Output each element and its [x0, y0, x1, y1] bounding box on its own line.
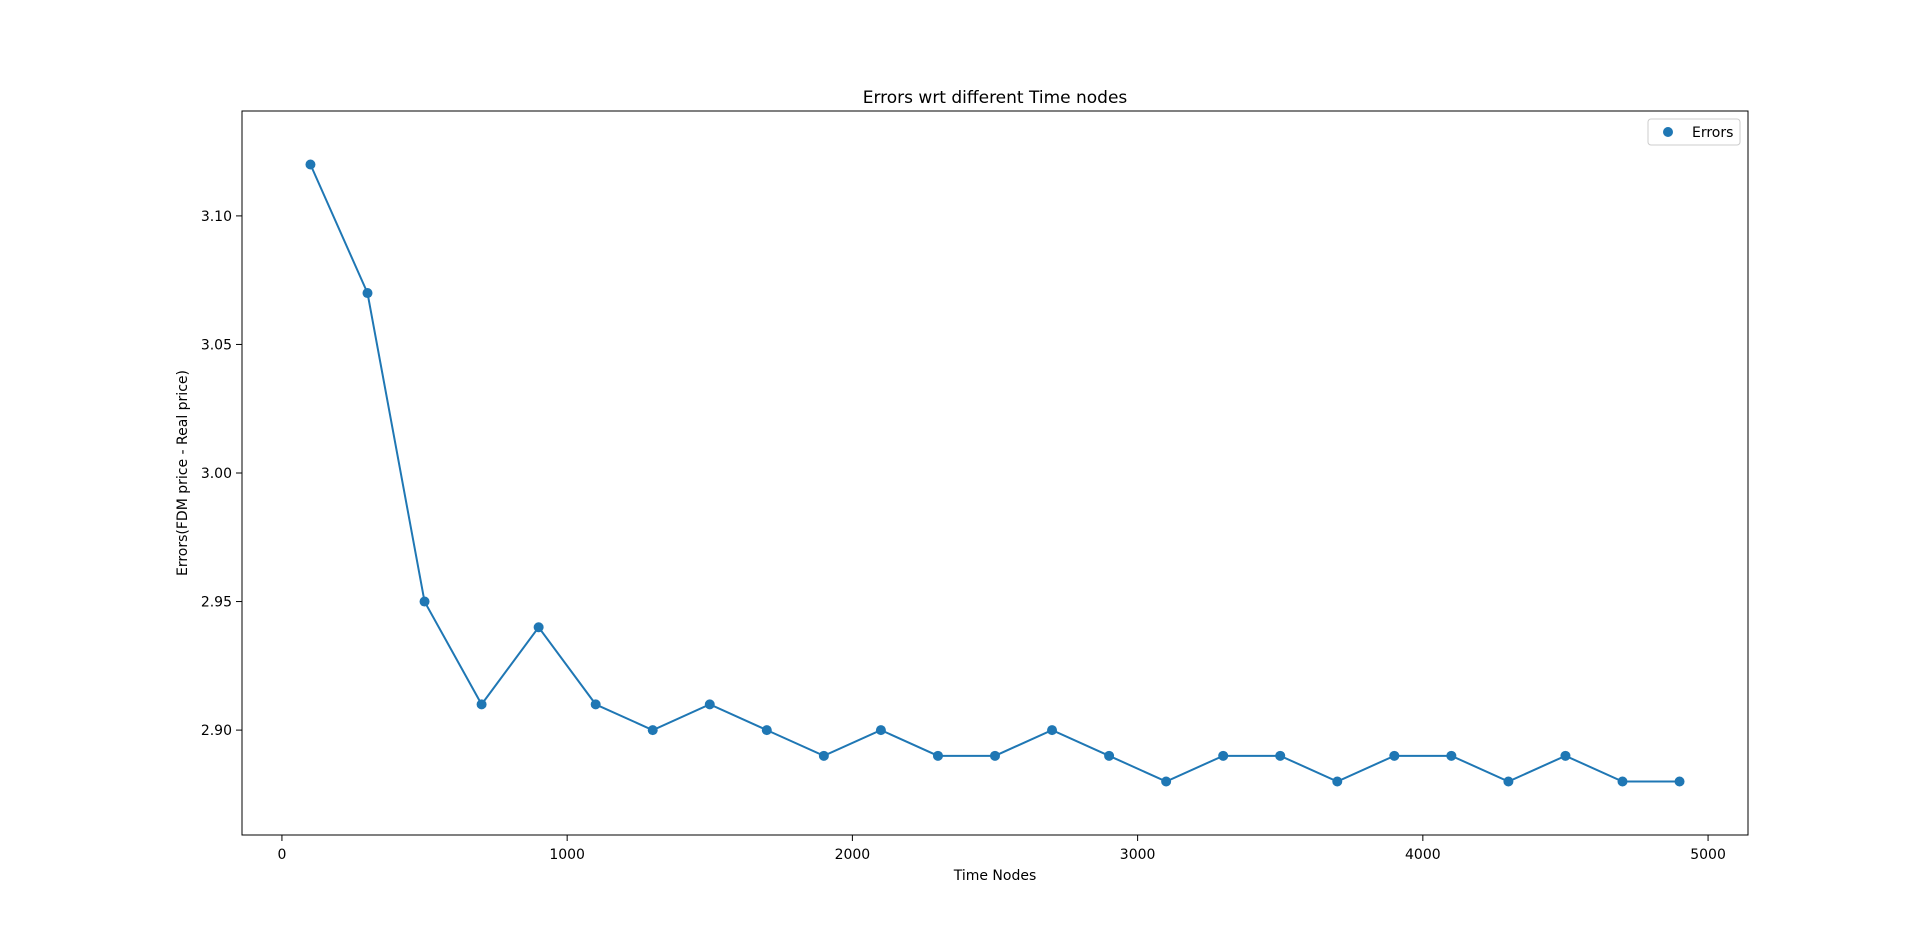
data-point	[818, 750, 829, 761]
data-point	[1161, 776, 1172, 787]
y-tick-label: 2.90	[201, 723, 232, 739]
plot-area: 0 1000 2000 3000 4000 5000 2.90 2.95 3.00 3.05 3.…	[201, 110, 1749, 863]
data-point	[1617, 776, 1628, 787]
series-layer	[305, 159, 1685, 787]
x-axis: 0 1000 2000 3000 4000 5000	[277, 835, 1726, 863]
data-point	[362, 288, 373, 299]
x-tick-label: 3000	[1120, 847, 1156, 863]
y-tick-label: 3.00	[201, 466, 232, 482]
data-point	[1275, 750, 1286, 761]
data-point	[1503, 776, 1514, 787]
x-axis-title: Time Nodes	[953, 868, 1037, 884]
y-axis: 2.90 2.95 3.00 3.05 3.10	[201, 209, 242, 739]
x-tick-label: 5000	[1690, 847, 1726, 863]
data-point	[1389, 750, 1400, 761]
y-tick-label: 2.95	[201, 595, 232, 611]
data-point	[875, 725, 886, 736]
data-point	[305, 159, 316, 170]
data-point	[761, 725, 772, 736]
data-point	[419, 596, 430, 607]
data-point	[990, 750, 1000, 761]
legend: Errors	[1647, 118, 1741, 146]
x-tick-label: 0	[277, 847, 286, 863]
data-point	[1446, 750, 1457, 761]
chart-title: Errors wrt different Time nodes	[863, 88, 1128, 108]
x-tick-label: 2000	[835, 847, 871, 863]
data-point	[1560, 750, 1571, 761]
y-tick-label: 3.05	[201, 337, 232, 353]
y-tick-label: 3.10	[201, 209, 232, 225]
data-point	[1674, 776, 1685, 787]
data-point	[704, 699, 715, 710]
data-point	[533, 622, 544, 633]
y-axis-title: Errors(FDM price - Real price)	[175, 370, 191, 576]
data-point	[1104, 750, 1115, 761]
plot-frame	[241, 110, 1749, 836]
legend-label-errors: Errors	[1692, 125, 1733, 141]
x-tick-label: 4000	[1405, 847, 1441, 863]
data-point	[476, 699, 487, 710]
x-tick-label: 1000	[549, 847, 585, 863]
data-point	[1047, 725, 1058, 736]
legend-marker-errors	[1663, 127, 1673, 137]
data-point	[932, 750, 943, 761]
data-point	[1332, 776, 1343, 787]
data-point	[1218, 750, 1229, 761]
series-line-errors	[309, 164, 1680, 783]
data-point	[590, 699, 601, 710]
legend-box	[1647, 118, 1741, 146]
data-point	[647, 725, 658, 736]
